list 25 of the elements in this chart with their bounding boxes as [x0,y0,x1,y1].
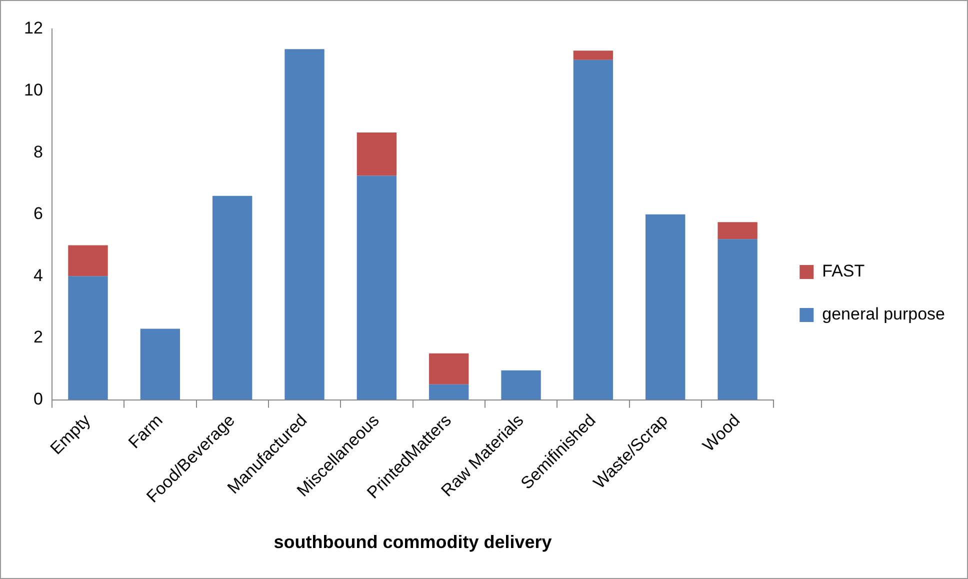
y-tick-label: 6 [33,204,43,224]
y-tick-label: 10 [24,80,43,100]
y-tick-label: 2 [33,328,43,347]
bar [140,328,180,400]
bar [718,222,758,240]
bar [573,50,614,60]
bar [356,176,397,400]
y-tick-label: 0 [33,389,43,408]
bar [429,353,469,384]
y-tick-label: 12 [24,18,43,38]
x-axis-title: southbound commodity delivery [274,532,552,552]
legend-label: FAST [822,262,865,281]
bar [68,245,108,276]
y-tick-label: 4 [33,266,43,285]
bar [573,60,614,400]
bar [718,239,758,400]
bar [356,132,397,176]
legend-label: general purpose [822,304,946,324]
bar [212,196,252,400]
y-tick-label: 8 [33,142,43,162]
bar [68,276,108,400]
bar [284,49,324,400]
bar [429,384,469,400]
bar [501,370,541,400]
bar [646,214,686,400]
